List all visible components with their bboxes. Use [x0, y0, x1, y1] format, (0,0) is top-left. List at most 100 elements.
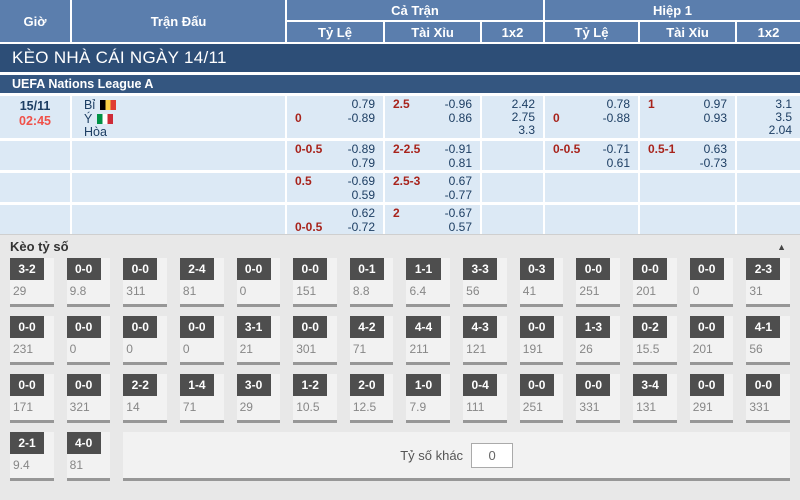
score-odds-value: 7.9	[409, 400, 427, 414]
score-odds-cell[interactable]: 0-0 331	[576, 374, 621, 423]
score-odds-cell[interactable]: 2-0 12.5	[349, 374, 394, 423]
score-odds-cell[interactable]: 0-0 251	[519, 374, 564, 423]
score-odds-value: 71	[182, 400, 197, 414]
ft-1x2-cell[interactable]: 2.42 2.75 3.3	[482, 96, 543, 138]
ft-1x2-cell[interactable]	[482, 141, 543, 170]
score-odds-cell[interactable]: 0-4 111	[463, 374, 507, 423]
ft-overunder-cell[interactable]: 2-2.5 -0.91 0.81	[385, 141, 480, 170]
score-odds-cell[interactable]: 4-4 211	[406, 316, 451, 365]
other-score-value-box[interactable]: 0	[471, 442, 514, 468]
score-odds-cell[interactable]: 1-1 6.4	[406, 258, 451, 307]
h1-overunder-cell[interactable]	[640, 173, 735, 202]
score-label: 2-2	[123, 374, 158, 396]
score-odds-cell[interactable]: 4-3 121	[463, 316, 507, 365]
score-odds-cell[interactable]: 0-0 171	[10, 374, 54, 423]
score-odds-cell[interactable]: 3-4 131	[633, 374, 677, 423]
score-odds-cell[interactable]: 3-1 21	[236, 316, 281, 365]
score-odds-cell[interactable]: 3-0 29	[236, 374, 281, 423]
score-label: 3-4	[633, 374, 668, 396]
ft-overunder-cell[interactable]: 2 -0.67 0.57	[385, 205, 480, 234]
score-odds-cell[interactable]: 0-0 251	[576, 258, 621, 307]
score-label: 3-2	[10, 258, 45, 280]
score-odds-cell[interactable]: 4-0 81	[66, 432, 111, 481]
ft-handicap-cell[interactable]: 0.62 0-0.5 -0.72	[287, 205, 383, 234]
score-odds-value: 121	[466, 342, 487, 356]
score-odds-cell[interactable]: 0-0 191	[519, 316, 564, 365]
score-odds-cell[interactable]: 0-3 41	[519, 258, 564, 307]
ft-overunder-cell[interactable]: 2.5 -0.96 0.86	[385, 96, 480, 138]
score-odds-value: 29	[13, 284, 27, 298]
score-odds-cell[interactable]: 4-2 71	[349, 316, 394, 365]
score-odds-cell[interactable]: 3-2 29	[10, 258, 54, 307]
ft-1x2-cell[interactable]	[482, 205, 543, 234]
score-odds-cell[interactable]: 4-1 56	[746, 316, 790, 365]
ft-handicap-cell[interactable]: 0.79 0 -0.89	[287, 96, 383, 138]
score-odds-cell[interactable]: 0-2 15.5	[633, 316, 677, 365]
score-odds-cell[interactable]: 2-1 9.4	[10, 432, 54, 481]
score-odds-cell[interactable]: 0-0 321	[66, 374, 111, 423]
league-name-bar[interactable]: UEFA Nations League A	[0, 75, 800, 93]
ft-handicap-cell[interactable]: 0.5 -0.69 0.59	[287, 173, 383, 202]
score-label: 0-0	[519, 316, 554, 338]
h1-overunder-cell[interactable]	[640, 205, 735, 234]
h1-handicap-cell[interactable]	[545, 173, 638, 202]
score-odds-cell[interactable]: 1-4 71	[179, 374, 224, 423]
score-odds-cell[interactable]: 0-0 0	[689, 258, 734, 307]
score-label: 0-0	[66, 316, 101, 338]
score-odds-value: 31	[749, 284, 763, 298]
h1-1x2-cell[interactable]	[737, 205, 800, 234]
score-odds-cell[interactable]: 0-0 311	[123, 258, 167, 307]
score-odds-cell[interactable]: 2-2 14	[123, 374, 167, 423]
score-odds-value: 21	[239, 342, 253, 356]
score-odds-cell[interactable]: 0-0 201	[633, 258, 677, 307]
h1-handicap-cell[interactable]: 0-0.5 -0.71 0.61	[545, 141, 638, 170]
match-teams-cell[interactable]: Bỉ Ý Hòa	[72, 96, 285, 139]
odds-value: 0.62	[351, 206, 375, 220]
score-odds-cell[interactable]: 0-0 9.8	[66, 258, 111, 307]
score-odds-value: 56	[466, 284, 480, 298]
handicap-line: 0-0.5	[295, 142, 323, 156]
score-odds-cell[interactable]: 0-0 0	[236, 258, 281, 307]
score-odds-cell[interactable]: 0-0 0	[123, 316, 167, 365]
score-odds-cell[interactable]: 0-0 231	[10, 316, 54, 365]
odds-value: 0.81	[448, 155, 472, 170]
score-odds-cell[interactable]: 1-2 10.5	[293, 374, 337, 423]
column-group-first-half: Hiệp 1	[545, 0, 800, 20]
h1-1x2-cell[interactable]	[737, 173, 800, 202]
ft-handicap-cell[interactable]: 0-0.5 -0.89 0.79	[287, 141, 383, 170]
h1-handicap-cell[interactable]	[545, 205, 638, 234]
score-odds-cell[interactable]: 0-0 201	[689, 316, 734, 365]
score-label: 0-0	[293, 316, 328, 338]
correct-score-section-header[interactable]: Kèo tỷ số ▲	[0, 235, 800, 258]
score-odds-cell[interactable]: 0-0 301	[293, 316, 337, 365]
score-odds-cell[interactable]: 0-0 151	[293, 258, 337, 307]
score-odds-cell[interactable]: 1-0 7.9	[406, 374, 451, 423]
score-odds-value: 131	[636, 400, 657, 414]
score-odds-cell[interactable]: 0-0 331	[746, 374, 790, 423]
odds-value: 2.75	[511, 110, 535, 124]
h1-1x2-cell[interactable]	[737, 141, 800, 170]
section-title: Kèo tỷ số	[10, 239, 69, 254]
score-odds-cell[interactable]: 0-0 291	[689, 374, 734, 423]
empty-time-cell	[0, 141, 70, 170]
odds-value: 0.79	[351, 155, 375, 170]
h1-handicap-cell[interactable]: 0.78 0 -0.88	[545, 96, 638, 138]
score-odds-cell[interactable]: 2-4 81	[179, 258, 224, 307]
h1-1x2-cell[interactable]: 3.1 3.5 2.04	[737, 96, 800, 138]
score-odds-cell[interactable]: 3-3 56	[463, 258, 507, 307]
score-odds-cell[interactable]: 0-0 0	[66, 316, 111, 365]
score-odds-cell[interactable]: 0-0 0	[179, 316, 224, 365]
odds-value: -0.89	[347, 110, 375, 125]
italy-flag-icon	[97, 113, 114, 124]
score-odds-cell[interactable]: 0-1 8.8	[349, 258, 394, 307]
h1-overunder-cell[interactable]: 0.5-1 0.63 -0.73	[640, 141, 735, 170]
ft-1x2-cell[interactable]	[482, 173, 543, 202]
score-odds-value: 311	[126, 284, 146, 298]
score-odds-value: 0	[69, 342, 77, 356]
ft-overunder-cell[interactable]: 2.5-3 0.67 -0.77	[385, 173, 480, 202]
score-odds-cell[interactable]: 1-3 26	[576, 316, 621, 365]
score-odds-cell[interactable]: 2-3 31	[746, 258, 790, 307]
h1-overunder-cell[interactable]: 1 0.97 0.93	[640, 96, 735, 138]
odds-row: 0-0.5 -0.89 0.79 2-2.5 -0.91 0.81 0-0.5 -0.…	[0, 141, 800, 170]
collapse-arrow-icon[interactable]: ▲	[777, 241, 786, 252]
